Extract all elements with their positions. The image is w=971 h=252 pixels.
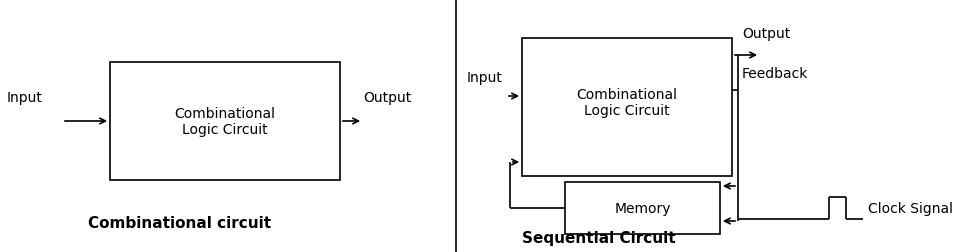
Bar [522, 39, 732, 176]
Text: Memory: Memory [615, 201, 671, 215]
Text: Combinational
Logic Circuit: Combinational Logic Circuit [577, 87, 678, 118]
Text: Input: Input [7, 91, 43, 105]
Text: Input: Input [467, 71, 503, 85]
Text: Combinational circuit: Combinational circuit [88, 215, 272, 230]
Text: Output: Output [363, 91, 412, 105]
Text: Clock Signal: Clock Signal [868, 201, 953, 215]
Text: Feedback: Feedback [742, 67, 809, 81]
Text: Output: Output [742, 27, 790, 41]
Text: Combinational
Logic Circuit: Combinational Logic Circuit [175, 107, 276, 137]
Bar [565, 182, 720, 234]
Text: Sequential Circuit: Sequential Circuit [522, 230, 676, 245]
Bar [110, 63, 340, 180]
